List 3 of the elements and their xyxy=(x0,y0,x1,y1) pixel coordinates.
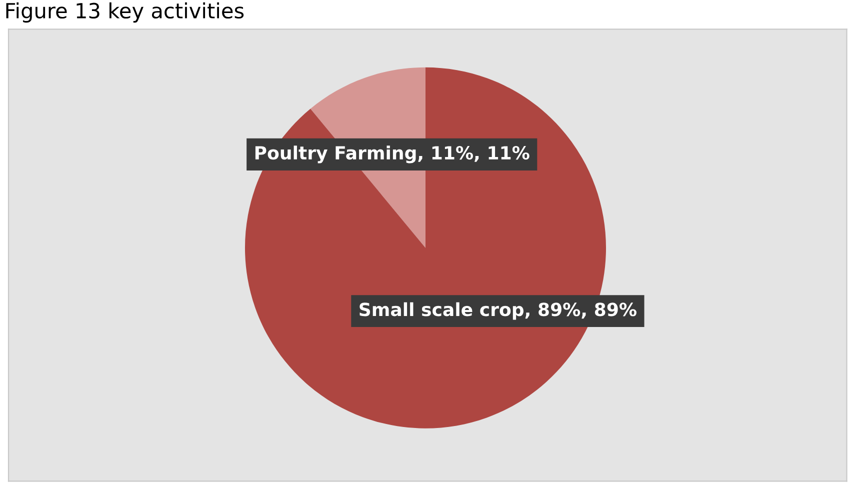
chart-title: Figure 13 key activities xyxy=(6,2,244,23)
slice-label: Poultry Farming, 11%, 11% xyxy=(255,146,530,164)
slice-label: Small scale crop, 89%, 89% xyxy=(360,302,636,320)
